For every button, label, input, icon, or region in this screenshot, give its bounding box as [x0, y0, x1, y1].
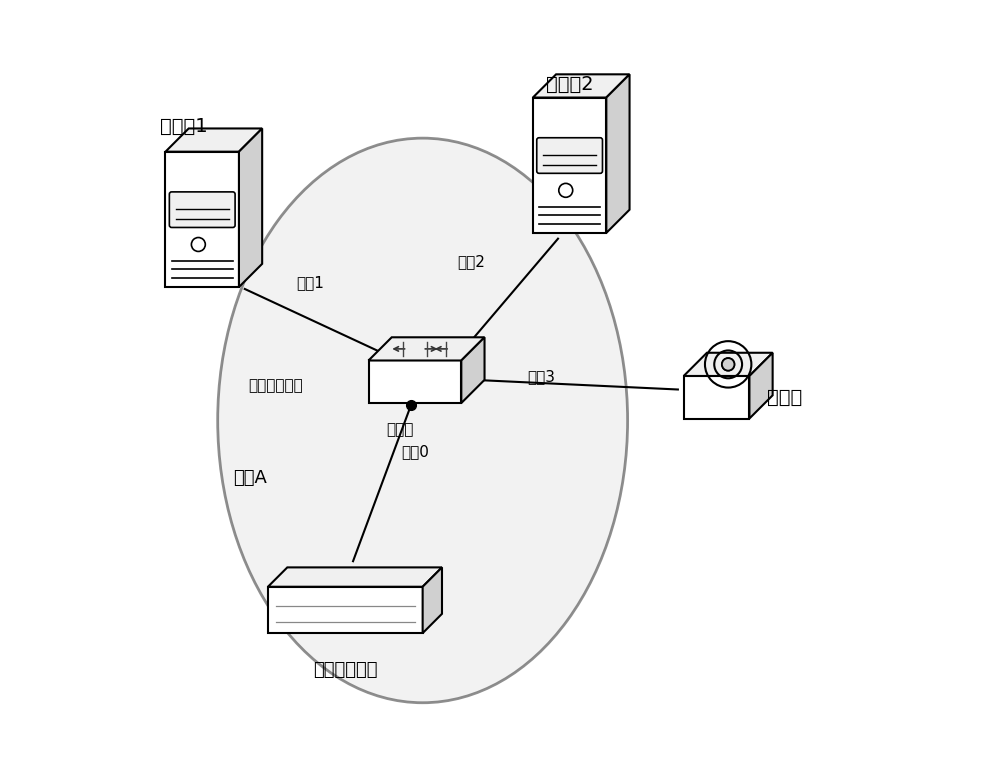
- Circle shape: [191, 238, 205, 252]
- FancyBboxPatch shape: [169, 192, 235, 227]
- Text: 本地备份存储: 本地备份存储: [313, 661, 378, 679]
- Text: 服务夨2: 服务夨2: [546, 75, 593, 93]
- Bar: [268, 587, 423, 633]
- Text: 链路3: 链路3: [527, 369, 555, 385]
- Text: 链路1: 链路1: [297, 275, 324, 291]
- Bar: [533, 97, 606, 233]
- Text: 服务夨1: 服务夨1: [160, 117, 207, 136]
- Text: 交换机: 交换机: [767, 388, 802, 407]
- Bar: [684, 376, 749, 418]
- Polygon shape: [268, 567, 442, 587]
- Circle shape: [722, 358, 734, 371]
- Circle shape: [559, 183, 573, 197]
- Text: 链路2: 链路2: [457, 255, 485, 270]
- Text: 以太网交换机: 以太网交换机: [248, 378, 303, 393]
- Polygon shape: [684, 353, 773, 376]
- Text: 基准点: 基准点: [386, 422, 414, 437]
- Bar: [369, 361, 461, 403]
- Polygon shape: [749, 353, 773, 418]
- Text: 链路0: 链路0: [401, 444, 429, 459]
- Text: 区域A: 区域A: [233, 470, 267, 488]
- Polygon shape: [533, 74, 630, 97]
- Ellipse shape: [218, 138, 628, 703]
- Polygon shape: [423, 567, 442, 633]
- Polygon shape: [239, 129, 262, 287]
- Bar: [165, 152, 239, 287]
- Polygon shape: [369, 337, 485, 361]
- Polygon shape: [165, 129, 262, 152]
- Polygon shape: [606, 74, 630, 233]
- FancyBboxPatch shape: [537, 138, 602, 173]
- Polygon shape: [461, 337, 485, 403]
